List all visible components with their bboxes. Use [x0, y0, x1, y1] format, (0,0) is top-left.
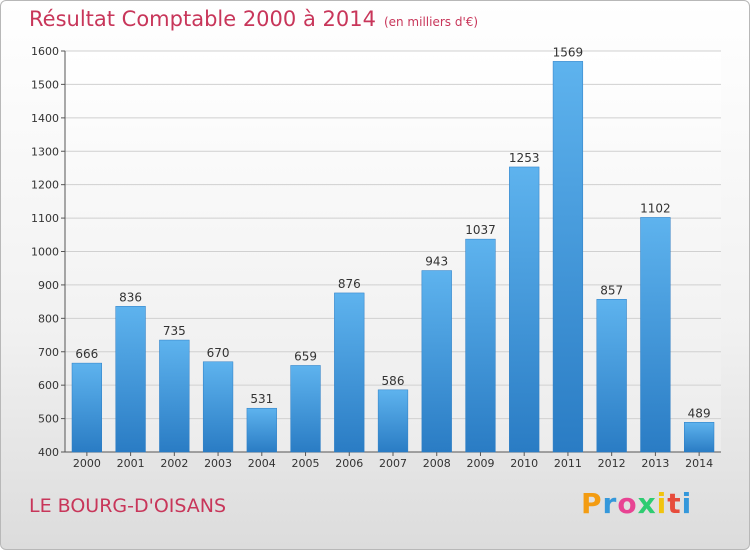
- logo-letter: o: [617, 487, 638, 520]
- bars: [71, 61, 715, 453]
- x-tick-label: 2002: [160, 457, 188, 470]
- title-text: Résultat Comptable 2000 à 2014: [29, 7, 376, 31]
- logo-letter: i: [681, 487, 693, 520]
- chart-title: Résultat Comptable 2000 à 2014 (en millie…: [29, 7, 478, 31]
- data-label: 1037: [465, 223, 496, 237]
- x-tick-label: 2013: [641, 457, 669, 470]
- y-tick-label: 400: [38, 446, 59, 459]
- x-tick-label: 2003: [204, 457, 232, 470]
- logo-letter: x: [637, 487, 657, 520]
- data-label: 489: [688, 406, 711, 420]
- x-tick-label: 2000: [73, 457, 101, 470]
- proxiti-logo: Proxiti: [581, 487, 692, 520]
- bar: [684, 422, 715, 453]
- logo-letter: P: [581, 487, 603, 520]
- y-tick-label: 900: [38, 279, 59, 292]
- data-label: 1253: [509, 151, 540, 165]
- data-label: 1569: [553, 45, 584, 59]
- data-label: 836: [119, 290, 142, 304]
- y-tick-label: 1600: [31, 45, 59, 58]
- x-tick-label: 2008: [423, 457, 451, 470]
- x-tick-label: 2010: [510, 457, 538, 470]
- x-tick-label: 2011: [554, 457, 582, 470]
- y-tick-label: 1000: [31, 246, 59, 259]
- x-tick-label: 2005: [292, 457, 320, 470]
- data-label: 943: [425, 255, 448, 269]
- data-label: 531: [250, 392, 273, 406]
- bar: [509, 166, 540, 453]
- bar: [596, 299, 627, 453]
- logo-letter: i: [656, 487, 668, 520]
- commune-name: LE BOURG-D'OISANS: [29, 495, 227, 517]
- y-tick-label: 700: [38, 346, 59, 359]
- y-tick-label: 1500: [31, 78, 59, 91]
- x-tick-label: 2014: [685, 457, 713, 470]
- data-label: 659: [294, 349, 317, 363]
- x-tick-label: 2006: [335, 457, 363, 470]
- y-tick-label: 600: [38, 379, 59, 392]
- x-tick-label: 2007: [379, 457, 407, 470]
- data-label: 857: [600, 283, 623, 297]
- bar: [377, 389, 409, 453]
- bar: [421, 270, 452, 453]
- bar: [202, 361, 234, 453]
- data-label: 1102: [640, 201, 671, 215]
- data-label: 735: [163, 324, 186, 338]
- y-tick-label: 1100: [31, 212, 59, 225]
- logo-letter: t: [667, 487, 682, 520]
- logo-letter: r: [602, 487, 618, 520]
- bar: [159, 339, 190, 453]
- bar: [552, 61, 584, 453]
- axes: 400 500 600 700 800 900 1000 1100 1200 1300 1400 15…: [31, 45, 721, 459]
- y-tick-label: 1400: [31, 112, 59, 125]
- data-label: 586: [382, 374, 405, 388]
- bar: [334, 292, 365, 453]
- bar: [71, 362, 102, 453]
- y-tick-label: 1300: [31, 145, 59, 158]
- data-label: 666: [75, 347, 98, 361]
- bar: [290, 365, 321, 453]
- data-label: 670: [207, 346, 230, 360]
- y-tick-label: 500: [38, 413, 59, 426]
- y-tick-label: 800: [38, 312, 59, 325]
- bar: [115, 306, 146, 453]
- x-tick-label: 2009: [466, 457, 494, 470]
- unit-label: (en milliers d'€): [383, 15, 479, 29]
- x-tick-label: 2012: [598, 457, 626, 470]
- bar: [640, 217, 671, 453]
- y-tick-label: 1200: [31, 179, 59, 192]
- bar: [465, 238, 496, 453]
- labels: 666 2000 836 2001 735 2002 670 2003 531 2004 659 20…: [73, 45, 713, 470]
- data-label: 876: [338, 277, 361, 291]
- x-tick-label: 2001: [117, 457, 145, 470]
- bar: [246, 407, 277, 453]
- x-tick-label: 2004: [248, 457, 276, 470]
